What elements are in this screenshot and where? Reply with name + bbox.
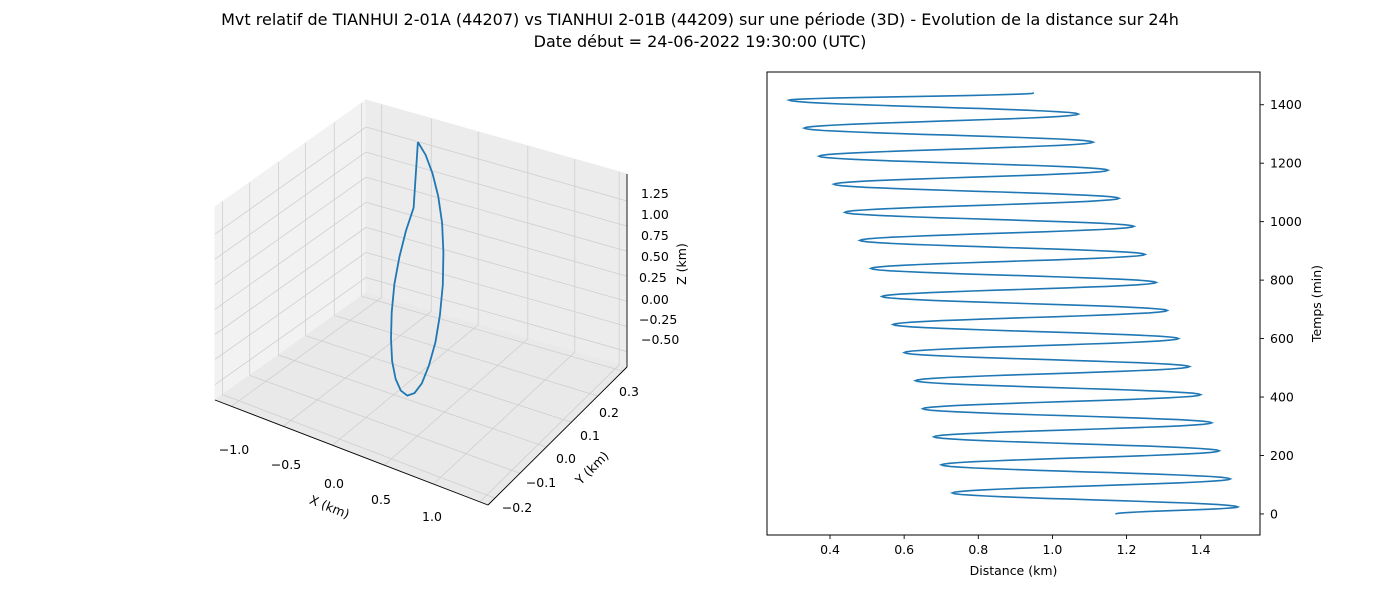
- back-gridline-z: [365, 151, 628, 227]
- floor-gridline-x: [332, 324, 479, 446]
- z-axis-label: Z (km): [674, 243, 689, 285]
- side-gridline-z: [214, 277, 367, 385]
- floor-gridline-x: [383, 338, 529, 466]
- x-tick-label: 1.4: [1191, 542, 1211, 557]
- floor-gridline-x: [479, 364, 620, 503]
- floor-gridline-y: [334, 315, 598, 397]
- z-tick-label: 0.00: [641, 292, 669, 307]
- x-axis-label: X (km): [308, 492, 352, 522]
- floor-gridline-y: [361, 295, 623, 372]
- z-tick-label: −0.25: [639, 312, 677, 327]
- floor-gridline-x: [231, 297, 382, 407]
- side-gridline-z: [214, 252, 367, 360]
- y-tick-label: 200: [1270, 448, 1294, 463]
- x-tick-label: 0.4: [820, 542, 840, 557]
- z-tick-label: 0.50: [641, 249, 669, 264]
- z-tick-label: 1.00: [641, 207, 669, 222]
- y-tick-label: 1200: [1270, 156, 1302, 171]
- y-tick-label: −0.1: [526, 475, 556, 490]
- y-tick-label: 1400: [1270, 97, 1302, 112]
- z-tick-label: −0.50: [641, 332, 679, 347]
- y-tick-label: 0.1: [580, 428, 600, 443]
- floor-gridline-x: [433, 351, 576, 485]
- y-tick-label: 0.0: [556, 451, 576, 466]
- y-axis-line: [487, 366, 628, 506]
- y-tick-label: 600: [1270, 331, 1294, 346]
- back-gridline-z: [365, 226, 628, 302]
- y-tick-label: 1000: [1270, 214, 1302, 229]
- x-tick-label: 0.0: [324, 476, 344, 491]
- back-gridline-z: [365, 201, 628, 277]
- y-tick-label: 400: [1270, 390, 1294, 405]
- x-tick-label: −1.0: [219, 442, 249, 457]
- back-gridline-z: [365, 176, 628, 252]
- side-gridline-z: [214, 201, 367, 310]
- y-tick-label: 0.2: [599, 405, 619, 420]
- z-tick-label: 0.75: [641, 228, 669, 243]
- back-gridline-z: [365, 252, 628, 327]
- floor-gridline-y: [305, 335, 572, 423]
- side-gridline-z: [214, 227, 367, 335]
- chart-subtitle: Date début = 24-06-2022 19:30:00 (UTC): [533, 32, 867, 51]
- x-tick-label: −0.5: [271, 457, 301, 472]
- trajectory-3d-line: [390, 141, 445, 397]
- x-tick-label: 0.8: [968, 542, 988, 557]
- chart-title: Mvt relatif de TIANHUI 2-01A (44207) vs …: [221, 10, 1179, 29]
- x-tick-label: 1.0: [1042, 542, 1062, 557]
- y-tick-label: 0.3: [619, 384, 639, 399]
- y-tick-label: 0: [1270, 506, 1278, 521]
- x-tick-label: 0.5: [371, 492, 391, 507]
- floor-gridline-y: [249, 375, 521, 474]
- back-gridline-z: [365, 126, 628, 202]
- floor-gridline-x: [283, 311, 432, 427]
- floor-gridline-y: [222, 394, 496, 499]
- back-gridline-z: [365, 277, 628, 352]
- y-tick-label: 800: [1270, 273, 1294, 288]
- x-tick-label: 1.2: [1117, 542, 1137, 557]
- side-gridline-z: [214, 176, 367, 285]
- side-gridline-z: [214, 126, 367, 235]
- y-tick-label: −0.2: [502, 500, 532, 515]
- z-tick-label: 1.25: [641, 186, 669, 201]
- y-axis-label: Temps (min): [1309, 265, 1324, 343]
- y-axis-label: Y (km): [571, 448, 611, 488]
- x-axis-line: [214, 399, 489, 506]
- z-tick-label: 0.25: [639, 270, 667, 285]
- distance-series-line: [786, 92, 1241, 515]
- side-gridline-z: [214, 151, 367, 260]
- x-tick-label: 1.0: [422, 509, 442, 524]
- x-axis-label: Distance (km): [970, 563, 1058, 578]
- floor-gridline-y: [278, 354, 547, 448]
- x-tick-label: 0.6: [894, 542, 914, 557]
